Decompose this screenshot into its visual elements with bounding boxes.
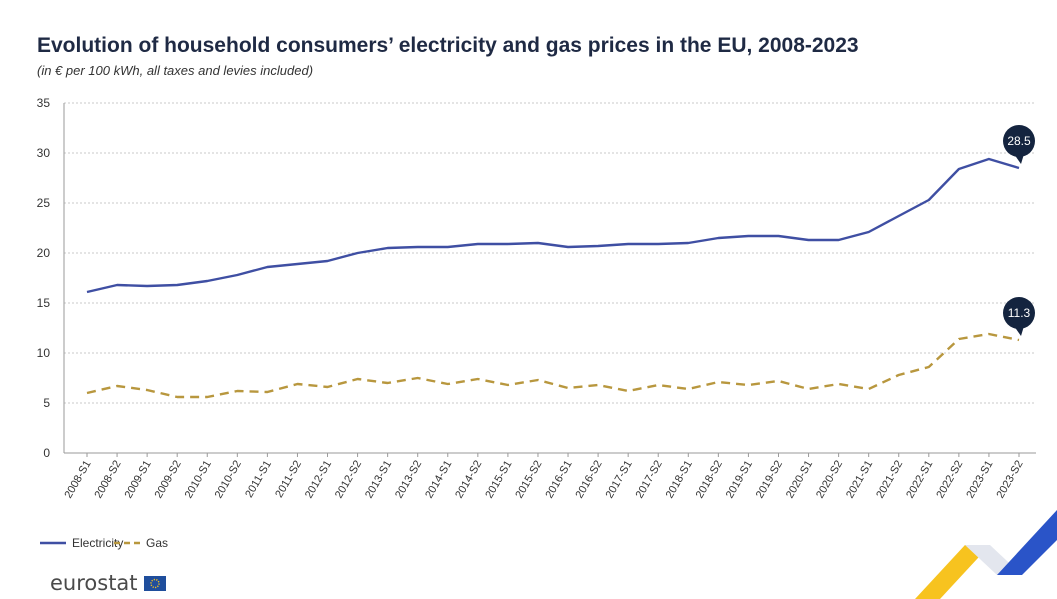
x-axis: 2008-S12008-S22009-S12009-S22010-S12010-…	[62, 453, 1026, 501]
y-tick-label: 35	[37, 96, 51, 110]
x-tick-label: 2017-S2	[634, 459, 665, 501]
x-tick-label: 2009-S1	[123, 459, 154, 501]
y-tick-label: 0	[43, 446, 50, 460]
x-tick-label: 2011-S2	[273, 459, 304, 500]
decorative-corner	[915, 510, 1057, 599]
value-callouts: 28.5 11.3	[1003, 125, 1035, 336]
x-tick-label: 2008-S2	[92, 459, 123, 501]
series-line-gas	[86, 332, 1020, 399]
x-tick-label: 2010-S1	[183, 459, 214, 501]
x-tick-label: 2012-S1	[303, 459, 334, 501]
x-tick-label: 2008-S1	[62, 459, 93, 501]
x-tick-label: 2019-S1	[724, 459, 755, 501]
callout-bubble	[1003, 125, 1035, 157]
callout-gas: 11.3	[1003, 297, 1035, 336]
x-tick-label: 2009-S2	[153, 459, 184, 501]
blue-stripe-shape	[997, 510, 1057, 575]
y-tick-label: 30	[37, 146, 51, 160]
callout-value: 28.5	[1007, 134, 1031, 148]
x-tick-label: 2018-S1	[664, 459, 695, 501]
x-tick-label: 2021-S2	[874, 459, 905, 501]
eu-stars-icon	[150, 578, 160, 589]
callout-value: 11.3	[1008, 306, 1031, 320]
eurostat-logo: eurostat	[50, 571, 166, 595]
x-tick-label: 2019-S2	[754, 459, 785, 501]
y-tick-label: 25	[37, 196, 51, 210]
x-tick-label: 2023-S2	[994, 459, 1025, 501]
logo-text: eurostat	[50, 571, 138, 595]
x-tick-label: 2013-S2	[393, 459, 424, 501]
legend-label-electricity: Electricity	[72, 536, 123, 550]
y-tick-label: 20	[37, 246, 51, 260]
yellow-stripe-shape	[915, 545, 990, 599]
callout-pointer	[1014, 326, 1024, 336]
legend-label-gas: Gas	[146, 536, 168, 550]
series-lines	[86, 157, 1020, 399]
y-tick-label: 10	[37, 346, 51, 360]
callout-bubble	[1003, 297, 1035, 329]
x-tick-label: 2014-S1	[423, 459, 454, 501]
x-tick-label: 2014-S2	[453, 459, 484, 501]
x-tick-label: 2011-S1	[243, 459, 274, 500]
eu-flag-icon	[144, 576, 166, 591]
legend: Electricity Gas	[40, 536, 168, 550]
callout-electricity: 28.5	[1003, 125, 1035, 164]
x-tick-label: 2020-S2	[814, 459, 845, 501]
y-tick-label: 5	[43, 396, 50, 410]
x-tick-label: 2015-S2	[513, 459, 544, 501]
x-tick-label: 2023-S1	[964, 459, 995, 501]
x-tick-label: 2022-S1	[904, 459, 935, 501]
y-tick-label: 15	[37, 296, 51, 310]
x-tick-label: 2020-S1	[784, 459, 815, 501]
y-axis: 0 5 10 15 20 25 30 35	[37, 96, 1036, 460]
x-tick-label: 2022-S2	[934, 459, 965, 501]
x-tick-label: 2015-S1	[483, 458, 514, 500]
series-line-electricity	[86, 157, 1020, 294]
x-tick-label: 2021-S1	[844, 459, 875, 501]
x-tick-label: 2012-S2	[333, 459, 364, 501]
callout-pointer	[1014, 154, 1024, 164]
x-tick-label: 2016-S2	[574, 459, 605, 501]
x-tick-label: 2016-S1	[543, 459, 574, 501]
x-tick-label: 2017-S1	[604, 459, 635, 501]
x-tick-label: 2018-S2	[694, 459, 725, 501]
chart-subtitle: (in € per 100 kWh, all taxes and levies …	[37, 63, 313, 78]
x-tick-label: 2010-S2	[213, 459, 244, 501]
x-tick-label: 2013-S1	[363, 459, 394, 501]
gridlines	[64, 102, 1036, 404]
chart-title: Evolution of household consumers’ electr…	[37, 34, 859, 57]
